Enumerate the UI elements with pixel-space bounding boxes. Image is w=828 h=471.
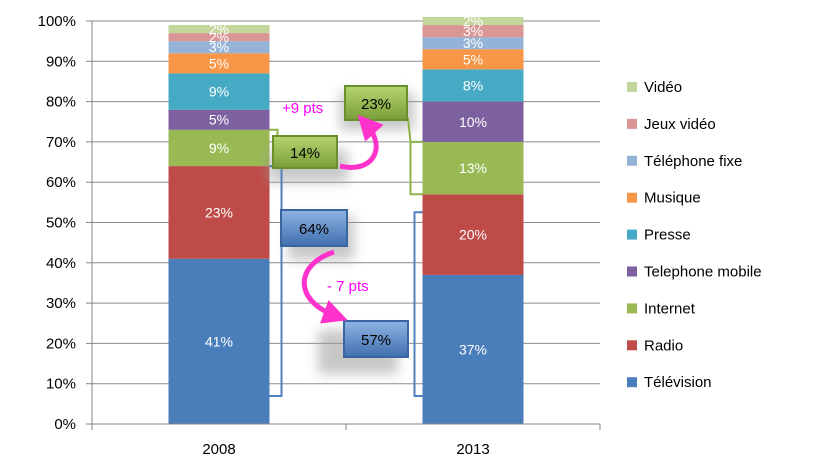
data-label: 37% (459, 341, 487, 357)
data-label: 2% (463, 13, 483, 29)
legend-swatch (627, 266, 637, 277)
data-label: 10% (459, 114, 487, 130)
data-label: 5% (209, 55, 229, 71)
bar-segment-t-l-phone-fixe (422, 37, 524, 50)
legend-entry: Musique (644, 190, 701, 207)
y-tick-label: 90% (46, 53, 76, 70)
x-tick-label: 2008 (202, 441, 235, 458)
callout-internet-2008-box (272, 135, 338, 169)
legend-swatch (627, 229, 637, 240)
arrow-increase (339, 114, 384, 170)
x-tick-label: 2013 (456, 441, 489, 458)
callout-tv-radio-2008-label: 64% (299, 221, 329, 238)
bar-segment-internet (168, 129, 270, 167)
y-tick-label: 60% (46, 174, 76, 191)
arrow-decrease (301, 249, 348, 324)
legend-entry: Internet (644, 300, 696, 317)
change-label-tv-radio: - 7 pts (327, 278, 369, 295)
bar-segment-t-l-vision (168, 258, 270, 424)
bar-segment-telephone-mobile (168, 109, 270, 130)
data-label: 23% (205, 204, 233, 220)
data-label: 3% (209, 39, 229, 55)
y-tick-label: 50% (46, 215, 76, 232)
data-label: 2% (209, 21, 229, 37)
bar-segment-t-l-phone-fixe (168, 41, 270, 54)
y-tick-label: 10% (46, 376, 76, 393)
bracket-tv-radio-2008 (269, 165, 283, 397)
legend-swatch (627, 340, 637, 351)
callout-tv-radio-2013-label: 57% (361, 332, 391, 349)
legend-entry: Téléphone fixe (644, 153, 742, 170)
legend-swatch (627, 377, 637, 388)
callout-internet-2008-label: 14% (290, 145, 320, 162)
y-tick-label: 80% (46, 94, 76, 111)
legend-entry: Télévision (644, 374, 712, 391)
data-label: 9% (209, 84, 229, 100)
legend-swatch (627, 303, 637, 314)
y-tick-label: 100% (38, 13, 76, 30)
bar-segment-vid-o (422, 16, 524, 26)
y-tick-label: 20% (46, 335, 76, 352)
bar-segment-internet (422, 141, 524, 195)
data-label: 3% (463, 35, 483, 51)
bar-segment-telephone-mobile (422, 101, 524, 142)
callout-internet-2013-box (344, 85, 408, 121)
legend-entry: Vidéo (644, 79, 682, 96)
change-label-internet: +9 pts (282, 100, 323, 117)
y-tick-label: 30% (46, 295, 76, 312)
legend-entry: Telephone mobile (644, 264, 762, 281)
bracket-internet-2013 (409, 140, 423, 196)
bracket-connector (407, 117, 412, 143)
legend-swatch (627, 82, 637, 92)
bar-segment-vid-o (168, 25, 270, 34)
callout-tv-radio-2008-box (280, 209, 348, 247)
legend-swatch (627, 192, 637, 203)
bar-segment-presse (168, 73, 270, 110)
legend-entry: Radio (644, 337, 683, 354)
bar-segment-radio (168, 166, 270, 259)
bar-segment-musique (168, 53, 270, 74)
y-tick-label: 40% (46, 255, 76, 272)
data-label: 13% (459, 160, 487, 176)
data-label: 5% (463, 51, 483, 67)
bar-segment-radio (422, 194, 524, 275)
legend-entry: Jeux vidéo (644, 116, 716, 133)
bar-segment-jeux-vid-o (422, 25, 524, 38)
legend-swatch (627, 118, 637, 129)
data-label: 3% (463, 23, 483, 39)
legend-entry: Presse (644, 227, 691, 244)
bar-segment-musique (422, 49, 524, 70)
data-label: 5% (209, 112, 229, 128)
y-tick-label: 70% (46, 134, 76, 151)
bar-segment-jeux-vid-o (168, 33, 270, 42)
bar-segment-presse (422, 69, 524, 102)
data-label: 2% (209, 29, 229, 45)
bar-segment-t-l-vision (422, 274, 524, 424)
y-tick-label: 0% (54, 416, 76, 433)
callout-tv-radio-2013-box (343, 320, 409, 358)
data-label: 20% (459, 227, 487, 243)
bracket-tv-radio-2013 (413, 211, 423, 397)
data-label: 9% (209, 140, 229, 156)
legend-swatch (627, 155, 637, 166)
callout-internet-2013-label: 23% (361, 96, 391, 113)
data-label: 41% (205, 333, 233, 349)
data-label: 8% (463, 77, 483, 93)
